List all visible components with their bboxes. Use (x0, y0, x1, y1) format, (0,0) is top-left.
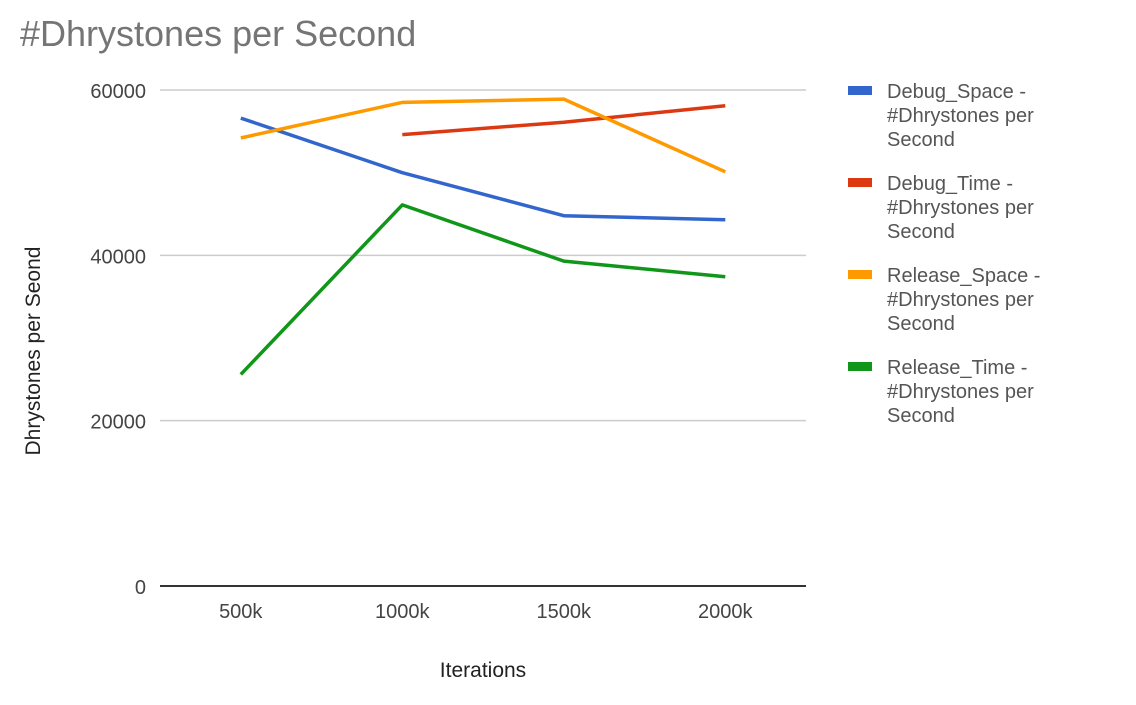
x-axis-ticks: 500k 1000k 1500k 2000k (219, 601, 753, 623)
legend-label: Release_Time - (887, 357, 1027, 379)
legend-swatch (848, 86, 872, 95)
chart-title: #Dhrystones per Second (20, 13, 416, 54)
legend-label: Release_Space - (887, 265, 1040, 287)
legend-label: Second (887, 313, 955, 335)
legend-label: Debug_Space - (887, 81, 1026, 103)
x-tick-label: 1500k (537, 601, 592, 623)
legend-label: Second (887, 129, 955, 151)
x-tick-label: 1000k (375, 601, 430, 623)
legend: Debug_Space -#Dhrystones perSecondDebug_… (848, 81, 1040, 427)
gridlines (160, 89, 806, 422)
y-tick-label: 40000 (90, 246, 146, 268)
y-tick-label: 20000 (90, 412, 146, 434)
series-line-3 (240, 97, 727, 174)
series-line-2 (402, 103, 726, 137)
series-line-4 (239, 203, 726, 376)
y-tick-label: 0 (135, 577, 146, 599)
y-axis-label: Dhrystones per Seond (22, 247, 45, 456)
series-line-1 (240, 116, 726, 222)
legend-label: #Dhrystones per (887, 105, 1034, 127)
legend-label: Second (887, 221, 955, 243)
y-axis-ticks: 0 20000 40000 60000 (90, 81, 146, 599)
legend-label: #Dhrystones per (887, 197, 1034, 219)
legend-swatch (848, 362, 872, 371)
x-tick-label: 2000k (698, 601, 753, 623)
x-axis-label: Iterations (440, 659, 526, 682)
y-tick-label: 60000 (90, 81, 146, 103)
x-tick-label: 500k (219, 601, 263, 623)
series-lines (239, 97, 727, 376)
legend-swatch (848, 178, 872, 187)
legend-label: #Dhrystones per (887, 381, 1034, 403)
legend-label: #Dhrystones per (887, 289, 1034, 311)
legend-label: Debug_Time - (887, 173, 1013, 195)
legend-label: Second (887, 405, 955, 427)
legend-swatch (848, 270, 872, 279)
